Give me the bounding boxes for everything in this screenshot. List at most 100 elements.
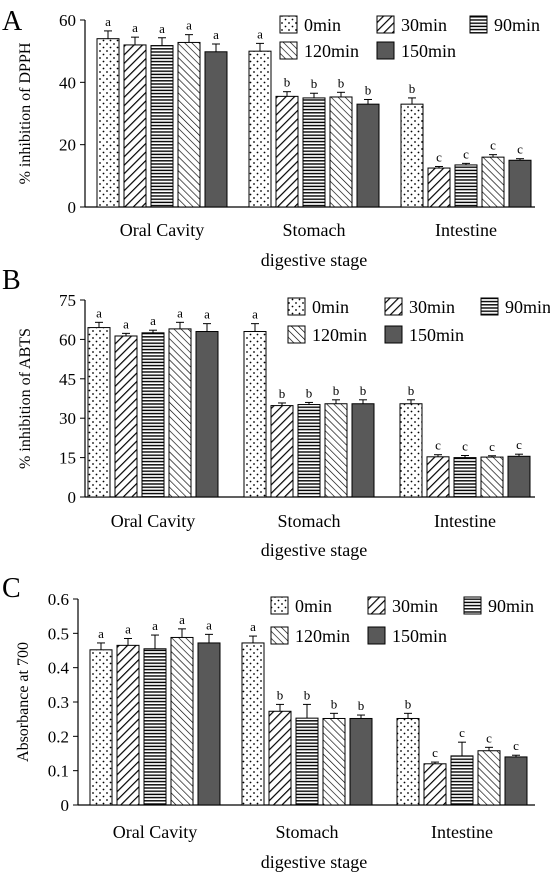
chart-panel-a: A 0 20 40 60 % inhibition of DPPH a a a a a Oral Ca… — [2, 6, 540, 270]
significance-letter: c — [486, 730, 492, 745]
x-tick-label: Intestine — [434, 511, 496, 531]
x-axis-label: digestive stage — [261, 852, 367, 872]
y-tick-label: 60 — [59, 11, 76, 30]
x-tick-label: Stomach — [276, 822, 339, 842]
legend: 0min 30min 90min 120min 150min — [279, 15, 540, 61]
significance-letter: c — [459, 725, 465, 740]
bar — [480, 456, 504, 498]
legend-label: 0min — [304, 15, 341, 35]
legend-swatch — [376, 41, 395, 60]
bar — [504, 756, 528, 806]
bar — [275, 95, 299, 208]
significance-letter: b — [409, 81, 416, 96]
significance-letter: b — [277, 687, 284, 702]
legend-label: 120min — [312, 325, 367, 345]
legend-label: 120min — [295, 626, 350, 646]
significance-letter: a — [204, 307, 210, 322]
significance-letter: a — [159, 21, 165, 36]
legend-swatch — [384, 297, 403, 316]
bar — [197, 642, 221, 806]
legend-swatch — [480, 297, 499, 316]
legend: 0min 30min 90min 120min 150min — [270, 596, 534, 646]
bar — [141, 332, 165, 498]
panel-label: B — [2, 265, 21, 296]
legend-swatch — [270, 626, 289, 645]
bar — [427, 167, 451, 208]
legend-swatch — [279, 41, 298, 60]
significance-letter: b — [405, 696, 412, 711]
legend-swatch — [384, 325, 403, 344]
significance-letter: a — [98, 626, 104, 641]
legend-label: 0min — [295, 596, 332, 616]
legend-swatch — [287, 297, 306, 316]
bar — [150, 45, 174, 208]
legend-swatch — [469, 15, 488, 34]
significance-letter: a — [179, 612, 185, 627]
bar — [356, 103, 380, 208]
panel-label: A — [2, 6, 23, 37]
y-tick-label: 40 — [59, 73, 76, 92]
significance-letter: b — [311, 76, 318, 91]
legend-swatch — [376, 15, 395, 34]
significance-letter: b — [338, 75, 345, 90]
significance-letter: a — [186, 18, 192, 33]
bar — [400, 103, 424, 208]
bar — [270, 405, 294, 498]
significance-letter: b — [333, 383, 340, 398]
significance-letter: b — [304, 687, 311, 702]
legend-label: 90min — [488, 596, 534, 616]
significance-letter: a — [105, 14, 111, 29]
legend-label: 120min — [304, 41, 359, 61]
significance-letter: b — [284, 75, 291, 90]
y-tick-label: 0.3 — [48, 693, 69, 712]
bar — [454, 164, 478, 208]
legend-swatch — [279, 15, 298, 34]
x-tick-label: Intestine — [435, 220, 497, 240]
significance-letter: a — [250, 619, 256, 634]
bar — [204, 51, 228, 208]
bar — [453, 457, 477, 498]
significance-letter: b — [360, 383, 367, 398]
significance-letter: c — [489, 439, 495, 454]
y-tick-label: 0.2 — [48, 727, 69, 746]
bar — [297, 404, 321, 498]
significance-letter: c — [517, 142, 523, 157]
significance-letter: c — [513, 738, 519, 753]
significance-letter: b — [331, 696, 338, 711]
legend-swatch — [287, 325, 306, 344]
chart-panel-b: B 0 15 30 45 60 75 % inhibition of ABTS a a a a a Ora… — [2, 265, 550, 560]
bar — [423, 763, 447, 806]
legend-label: 30min — [392, 596, 438, 616]
legend-swatch — [367, 626, 386, 645]
bar — [450, 755, 474, 806]
significance-letter: a — [206, 617, 212, 632]
y-axis-label: Absorbance at 700 — [15, 642, 32, 762]
bar — [177, 41, 201, 208]
bar — [399, 403, 423, 498]
significance-letter: a — [96, 305, 102, 320]
y-tick-label: 0 — [68, 488, 77, 507]
x-tick-label: Oral Cavity — [111, 511, 195, 531]
bar — [481, 156, 505, 208]
legend-swatch — [270, 596, 289, 615]
bar — [168, 328, 192, 498]
x-axis-label: digestive stage — [261, 540, 367, 560]
bar — [426, 456, 450, 498]
bar — [123, 44, 147, 208]
bar — [170, 636, 194, 806]
legend-label: 30min — [409, 297, 455, 317]
significance-letter: a — [177, 305, 183, 320]
legend-label: 150min — [401, 41, 456, 61]
legend-label: 30min — [401, 15, 447, 35]
significance-letter: a — [252, 307, 258, 322]
y-tick-label: 30 — [59, 409, 76, 428]
significance-letter: c — [432, 745, 438, 760]
bar — [477, 750, 501, 806]
legend: 0min 30min 90min 120min 150min — [287, 297, 550, 345]
bar — [248, 50, 272, 208]
y-axis-label: % inhibition of DPPH — [17, 42, 34, 184]
significance-letter: a — [123, 316, 129, 331]
y-tick-label: 60 — [59, 330, 76, 349]
bar — [324, 403, 348, 498]
